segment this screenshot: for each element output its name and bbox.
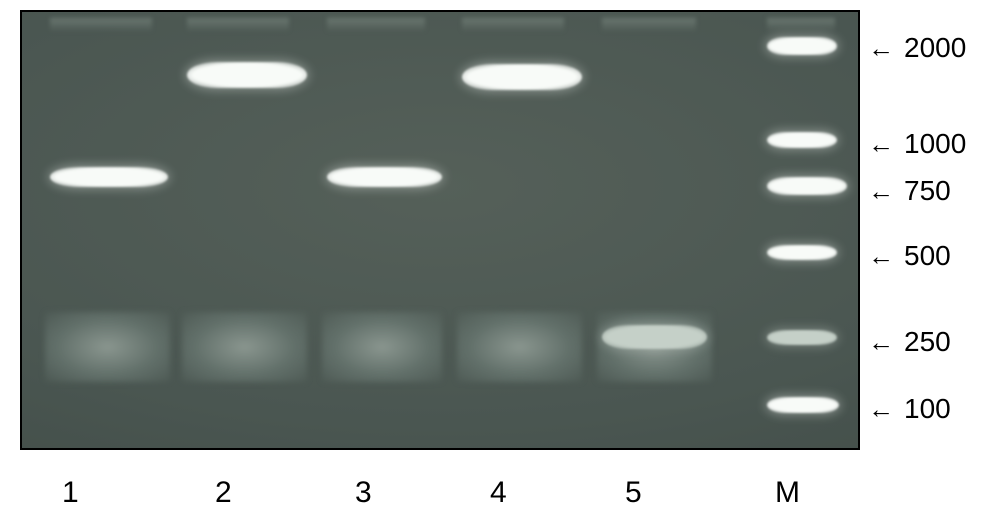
gel-smear bbox=[457, 312, 582, 382]
gel-smear bbox=[182, 312, 307, 382]
arrow-left-icon: ← bbox=[868, 394, 894, 425]
marker-label-text: 100 bbox=[904, 393, 951, 425]
marker-label: ← 250 bbox=[868, 326, 951, 358]
lane-label: 5 bbox=[625, 476, 642, 510]
gel-band bbox=[767, 397, 839, 413]
gel-smear bbox=[322, 312, 442, 382]
gel-band bbox=[767, 37, 837, 55]
gel-band bbox=[767, 330, 837, 345]
lane-label: 4 bbox=[490, 476, 507, 510]
arrow-left-icon: ← bbox=[868, 176, 894, 207]
gel-band bbox=[462, 64, 582, 90]
gel-band bbox=[767, 245, 837, 260]
arrow-left-icon: ← bbox=[868, 33, 894, 64]
marker-label-text: 2000 bbox=[904, 32, 966, 64]
arrow-left-icon: ← bbox=[868, 327, 894, 358]
gel-figure: ← 2000 ← 1000 ← 750 ← 500 ← 250 ← 100 1 2 3 4 5 M bbox=[20, 10, 980, 510]
lane-label: 3 bbox=[355, 476, 372, 510]
gel-well bbox=[50, 18, 152, 32]
gel-band bbox=[602, 325, 707, 349]
gel-well bbox=[602, 18, 696, 32]
gel-band bbox=[767, 132, 837, 148]
marker-label: ← 750 bbox=[868, 175, 951, 207]
marker-label: ← 100 bbox=[868, 393, 951, 425]
gel-band bbox=[767, 177, 847, 195]
gel-background bbox=[22, 12, 858, 448]
marker-label-text: 250 bbox=[904, 326, 951, 358]
gel-well bbox=[327, 18, 425, 32]
gel-band bbox=[50, 167, 168, 187]
gel-smear bbox=[45, 312, 170, 382]
arrow-left-icon: ← bbox=[868, 129, 894, 160]
marker-label: ← 1000 bbox=[868, 128, 966, 160]
gel-band bbox=[327, 167, 442, 187]
gel-well bbox=[767, 18, 835, 32]
marker-label: ← 2000 bbox=[868, 32, 966, 64]
gel-box bbox=[20, 10, 860, 450]
gel-well bbox=[187, 18, 289, 32]
gel-band bbox=[187, 62, 307, 88]
marker-label-text: 750 bbox=[904, 175, 951, 207]
marker-label-text: 500 bbox=[904, 240, 951, 272]
lane-label: 1 bbox=[62, 476, 79, 510]
lane-label: 2 bbox=[215, 476, 232, 510]
gel-well bbox=[462, 18, 564, 32]
marker-label: ← 500 bbox=[868, 240, 951, 272]
lane-label: M bbox=[775, 476, 800, 510]
marker-label-text: 1000 bbox=[904, 128, 966, 160]
arrow-left-icon: ← bbox=[868, 241, 894, 272]
